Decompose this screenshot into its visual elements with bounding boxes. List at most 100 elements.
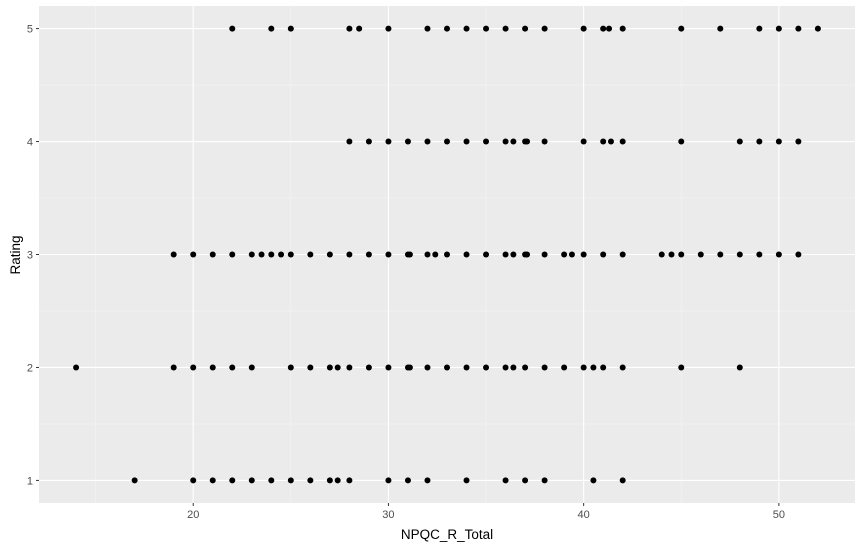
data-point	[606, 25, 613, 32]
data-point	[326, 251, 333, 258]
data-point	[170, 364, 177, 371]
data-point	[561, 251, 568, 258]
data-point	[229, 477, 236, 484]
data-point	[483, 25, 490, 32]
data-point	[619, 477, 626, 484]
data-point	[73, 364, 80, 371]
data-point	[190, 364, 197, 371]
data-point	[432, 251, 439, 258]
x-tick-label: 20	[187, 509, 199, 521]
data-point	[404, 138, 411, 145]
data-point	[775, 251, 782, 258]
data-point	[580, 25, 587, 32]
y-tick-label: 2	[27, 362, 33, 374]
data-point	[404, 477, 411, 484]
data-point	[248, 477, 255, 484]
data-point	[406, 364, 413, 371]
data-point	[229, 251, 236, 258]
x-tick-label: 30	[382, 509, 394, 521]
data-point	[385, 251, 392, 258]
data-point	[248, 251, 255, 258]
data-point	[600, 364, 607, 371]
data-point	[510, 364, 517, 371]
data-point	[678, 138, 685, 145]
data-point	[756, 138, 763, 145]
data-point	[658, 251, 665, 258]
data-point	[463, 364, 470, 371]
data-point	[190, 251, 197, 258]
data-point	[590, 477, 597, 484]
y-tick-label: 5	[27, 24, 33, 36]
data-point	[510, 138, 517, 145]
data-point	[678, 25, 685, 32]
data-point	[541, 25, 548, 32]
data-point	[463, 251, 470, 258]
data-point	[600, 251, 607, 258]
data-point	[170, 251, 177, 258]
data-point	[736, 251, 743, 258]
data-point	[356, 25, 363, 32]
data-point	[541, 138, 548, 145]
x-axis-title: NPQC_R_Total	[401, 527, 493, 542]
data-point	[814, 25, 821, 32]
data-point	[668, 251, 675, 258]
data-point	[307, 477, 314, 484]
data-point	[580, 364, 587, 371]
data-point	[424, 364, 431, 371]
data-point	[268, 251, 275, 258]
data-point	[131, 477, 138, 484]
x-tick-label: 40	[578, 509, 590, 521]
data-point	[619, 138, 626, 145]
data-point	[444, 25, 450, 32]
data-point	[229, 25, 236, 32]
data-point	[248, 364, 255, 371]
data-point	[717, 25, 724, 32]
data-point	[334, 477, 341, 484]
data-point	[522, 477, 529, 484]
data-point	[736, 138, 743, 145]
data-point	[717, 251, 724, 258]
data-point	[268, 477, 275, 484]
data-point	[334, 364, 341, 371]
y-axis-ticks: 1 2 3 4 5	[27, 24, 39, 487]
data-point	[190, 477, 197, 484]
data-point	[524, 251, 531, 258]
x-tick-label: 50	[773, 509, 785, 521]
data-point	[483, 251, 490, 258]
data-point	[619, 364, 626, 371]
data-point	[385, 477, 392, 484]
data-point	[278, 251, 285, 258]
data-point	[775, 25, 782, 32]
data-point	[502, 477, 509, 484]
data-point	[697, 251, 704, 258]
data-point	[463, 477, 470, 484]
data-point	[678, 251, 685, 258]
data-point	[541, 364, 548, 371]
data-point	[580, 138, 587, 145]
data-point	[502, 138, 509, 145]
data-point	[406, 251, 413, 258]
data-point	[385, 25, 392, 32]
data-points	[73, 25, 821, 484]
data-point	[209, 251, 216, 258]
data-point	[736, 364, 743, 371]
data-point	[607, 138, 614, 145]
x-axis-ticks: 20 30 40 50	[187, 503, 785, 521]
data-point	[775, 138, 782, 145]
data-point	[209, 477, 216, 484]
data-point	[522, 364, 529, 371]
y-axis-title: Rating	[8, 235, 23, 274]
data-point	[541, 251, 548, 258]
data-point	[483, 364, 490, 371]
data-point	[268, 25, 275, 32]
data-point	[444, 138, 450, 145]
data-point	[326, 477, 333, 484]
data-point	[561, 364, 568, 371]
data-point	[365, 364, 372, 371]
data-point	[444, 251, 450, 258]
data-point	[287, 25, 294, 32]
data-point	[463, 25, 470, 32]
data-point	[510, 251, 517, 258]
data-point	[346, 25, 353, 32]
